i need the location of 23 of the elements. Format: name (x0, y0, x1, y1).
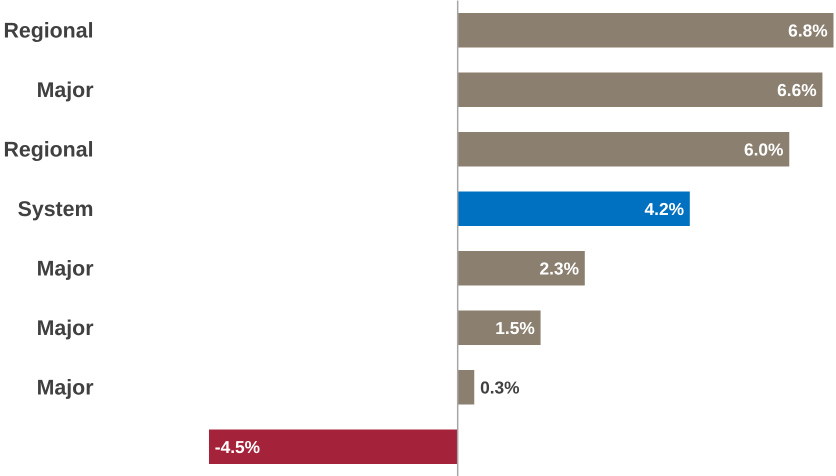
data-label: 4.2% (644, 198, 684, 219)
data-label: 0.3% (480, 377, 520, 398)
y-tick-label: Major (36, 256, 94, 280)
data-label: 6.0% (744, 139, 784, 160)
y-tick-label: Regional (3, 18, 94, 42)
y-tick-label: System (18, 196, 94, 221)
bar (458, 310, 541, 346)
data-label: 1.5% (495, 318, 535, 338)
bar (458, 191, 690, 226)
bar (208, 429, 458, 464)
data-label: 6.6% (777, 80, 817, 100)
y-tick-label: Major (36, 316, 94, 340)
bar (458, 72, 822, 108)
data-label: -4.5% (214, 436, 260, 457)
data-label: 2.3% (539, 258, 579, 278)
y-tick-label: Regional (3, 137, 94, 162)
bar (458, 132, 790, 167)
y-tick-label: Major (36, 375, 94, 400)
bar (458, 250, 585, 286)
y-tick-label: Major (36, 78, 94, 102)
data-label: 6.8% (788, 20, 828, 40)
bar (458, 370, 474, 405)
bar (458, 12, 834, 48)
